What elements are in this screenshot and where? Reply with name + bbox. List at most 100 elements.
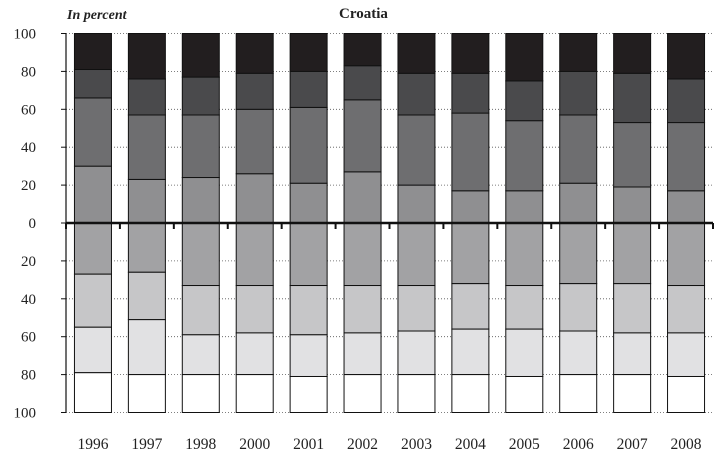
bar-segment-up-1998-0	[181, 177, 220, 224]
bar-segment-up-1997-1	[127, 114, 166, 180]
bar-segment-down-2004-2	[451, 328, 490, 376]
bar-segment-down-1996-2	[73, 326, 112, 374]
bar-segment-up-2000-3	[235, 33, 274, 74]
bar-segment-down-2005-1	[505, 285, 544, 330]
bar-segment-up-1998-2	[181, 76, 220, 116]
bar-segment-down-2003-2	[397, 330, 436, 376]
bar-segment-down-2008-1	[667, 285, 706, 334]
bar-segment-up-2004-0	[451, 190, 490, 224]
bar-segment-up-2001-3	[289, 33, 328, 72]
bar-segment-up-2005-2	[505, 80, 544, 122]
bar-segment-down-2006-1	[559, 283, 598, 332]
bar-segment-down-2003-1	[397, 285, 436, 332]
y-tick-label: 60	[21, 102, 36, 118]
bar-segment-down-2000-2	[235, 332, 274, 376]
y-tick-label: 20	[21, 178, 36, 194]
bar-segment-up-2002-0	[343, 171, 382, 224]
y-tick-label: 100	[14, 406, 37, 422]
bar-segment-down-1997-0	[127, 222, 166, 273]
bar-segment-down-2004-3	[451, 374, 490, 414]
x-category-label: 2000	[239, 436, 270, 453]
bar-segment-down-2002-0	[343, 222, 382, 287]
x-category-label: 2008	[671, 436, 702, 453]
bar-segment-down-1998-3	[181, 374, 220, 414]
x-category-label: 2004	[455, 436, 486, 453]
bar-segment-down-1997-1	[127, 271, 166, 321]
chart-title: Croatia	[339, 6, 388, 22]
bar-segment-down-1996-3	[73, 372, 112, 413]
bar-segment-up-2002-2	[343, 65, 382, 101]
bar-segment-down-2005-2	[505, 328, 544, 377]
bar-segment-down-2004-0	[451, 222, 490, 285]
bar-segment-up-2006-0	[559, 182, 598, 224]
bar-segment-up-2001-0	[289, 182, 328, 224]
bar-segment-down-2008-0	[667, 222, 706, 287]
bar-segment-up-1998-3	[181, 33, 220, 78]
bar-segment-up-2003-0	[397, 184, 436, 224]
bar-segment-up-2004-2	[451, 72, 490, 114]
bar-segment-down-2007-0	[613, 222, 652, 285]
bar-segment-up-2002-3	[343, 33, 382, 67]
bar-segment-down-1997-3	[127, 374, 166, 414]
bar-segment-down-1998-2	[181, 334, 220, 376]
bar-segment-up-1996-2	[73, 69, 112, 99]
y-tick-label: 100	[14, 27, 37, 43]
bar-segment-up-2000-1	[235, 108, 274, 175]
bar-segment-up-2000-2	[235, 72, 274, 110]
bar-segment-down-2008-3	[667, 375, 706, 413]
bar-segment-down-2002-2	[343, 332, 382, 376]
bar-segment-up-1997-3	[127, 33, 166, 80]
bar-segment-up-1996-1	[73, 97, 112, 167]
bar-segment-up-2008-1	[667, 122, 706, 192]
bar-segment-up-2007-1	[613, 122, 652, 188]
bar-segment-up-1996-0	[73, 165, 112, 224]
bar-segment-up-2005-0	[505, 190, 544, 224]
bar-segment-up-2007-2	[613, 72, 652, 124]
unit-label: In percent	[67, 8, 127, 23]
bar-segment-down-2005-3	[505, 375, 544, 413]
bar-segment-down-2005-0	[505, 222, 544, 287]
x-category-label: 2003	[401, 436, 432, 453]
bar-segment-down-2001-1	[289, 285, 328, 336]
bar-segment-down-2001-2	[289, 334, 328, 377]
bar-segment-down-2001-0	[289, 222, 328, 287]
bar-segment-down-2006-3	[559, 374, 598, 414]
x-category-label: 2006	[563, 436, 594, 453]
bar-segment-up-2004-1	[451, 112, 490, 192]
bar-segment-down-2007-2	[613, 332, 652, 376]
bar-segment-up-2008-3	[667, 33, 706, 80]
y-tick-label: 80	[21, 368, 36, 384]
bar-segment-up-2003-2	[397, 72, 436, 116]
bar-segment-down-2000-1	[235, 285, 274, 334]
bar-segment-down-2001-3	[289, 375, 328, 413]
bar-segment-up-2006-2	[559, 70, 598, 116]
bar-segment-down-2004-1	[451, 283, 490, 330]
bar-segment-down-2002-1	[343, 285, 382, 334]
bar-segment-down-2000-3	[235, 374, 274, 414]
bar-segment-up-2001-2	[289, 70, 328, 108]
bar-segment-up-2008-2	[667, 78, 706, 124]
bar-segment-down-2002-3	[343, 374, 382, 414]
bar-segment-down-2003-0	[397, 222, 436, 287]
x-category-label: 1996	[77, 436, 108, 453]
bar-segment-up-1998-1	[181, 114, 220, 179]
bar-segment-down-1997-2	[127, 319, 166, 376]
x-category-label: 1998	[185, 436, 216, 453]
bar-segment-down-2003-3	[397, 374, 436, 414]
bar-segment-up-2005-3	[505, 33, 544, 82]
bar-segment-up-1996-3	[73, 33, 112, 71]
bar-segment-up-2000-0	[235, 173, 274, 224]
x-category-label: 1997	[131, 436, 162, 453]
y-tick-label: 40	[21, 292, 36, 308]
bar-segment-up-2007-0	[613, 186, 652, 224]
bar-segment-up-1997-0	[127, 178, 166, 224]
bar-segment-down-1996-0	[73, 222, 112, 275]
bar-segment-up-2001-1	[289, 106, 328, 184]
x-category-label: 2001	[293, 436, 324, 453]
y-tick-label: 40	[21, 140, 36, 156]
bar-segment-up-2003-3	[397, 33, 436, 74]
bar-segment-down-2007-3	[613, 374, 652, 414]
y-tick-label: 20	[21, 254, 36, 270]
bar-segment-down-2006-0	[559, 222, 598, 285]
